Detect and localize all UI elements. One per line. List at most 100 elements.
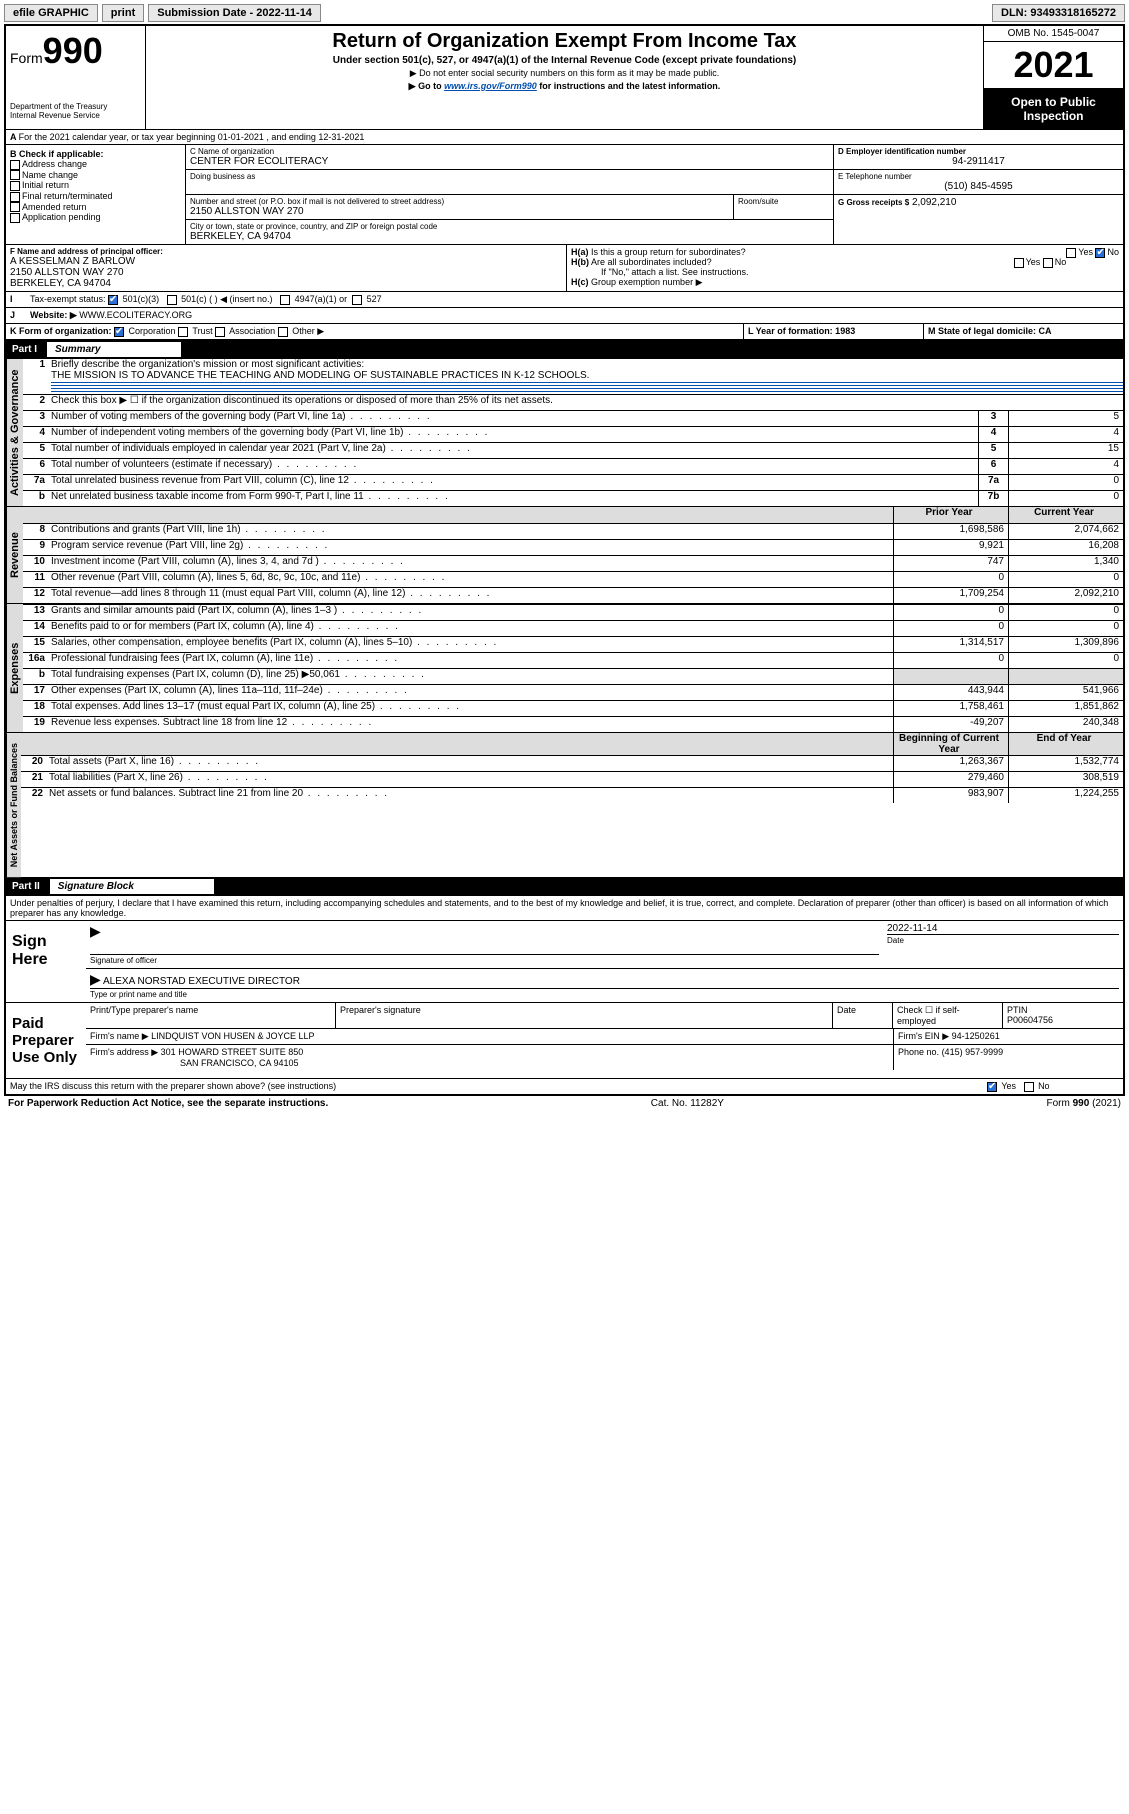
f-label: F Name and address of principal officer:: [10, 247, 562, 256]
l-year: L Year of formation: 1983: [748, 326, 855, 336]
submission-date-button[interactable]: Submission Date - 2022-11-14: [148, 4, 321, 22]
tab-activities-governance: Activities & Governance: [6, 359, 23, 506]
paid-preparer-label: Paid Preparer Use Only: [6, 1003, 86, 1078]
part2-declaration: Under penalties of perjury, I declare th…: [6, 896, 1123, 920]
c-room-label: Room/suite: [738, 197, 829, 206]
col-prior-year: Prior Year: [893, 507, 1008, 523]
table-row: 3Number of voting members of the governi…: [23, 410, 1123, 426]
paid-preparer-block: Paid Preparer Use Only Print/Type prepar…: [6, 1002, 1123, 1078]
line-j: J Website: ▶ WWW.ECOLITERACY.ORG: [6, 308, 1123, 324]
rev-header-row: Revenue Prior Year Current Year 8Contrib…: [6, 506, 1123, 603]
dept-treasury: Department of the Treasury: [10, 102, 141, 111]
irs-link[interactable]: www.irs.gov/Form990: [444, 81, 537, 91]
table-row: 10Investment income (Part VIII, column (…: [23, 555, 1123, 571]
c-addr: 2150 ALLSTON WAY 270: [190, 206, 729, 217]
col-current-year: Current Year: [1008, 507, 1123, 523]
g-gross-val: 2,092,210: [912, 197, 957, 208]
c-city-label: City or town, state or province, country…: [190, 222, 829, 231]
type-name-label: Type or print name and title: [90, 990, 187, 999]
firm-addr1: 301 HOWARD STREET SUITE 850: [161, 1047, 304, 1057]
b-amended[interactable]: Amended return: [10, 202, 181, 213]
sign-here-label: Sign Here: [6, 921, 86, 1002]
table-row: 19Revenue less expenses. Subtract line 1…: [23, 716, 1123, 732]
table-row: 11Other revenue (Part VIII, column (A), …: [23, 571, 1123, 587]
c-dba-label: Doing business as: [190, 172, 829, 181]
footer-pra: For Paperwork Reduction Act Notice, see …: [8, 1098, 328, 1109]
line-i: I Tax-exempt status: 501(c)(3) 501(c) ( …: [6, 292, 1123, 308]
table-row: bTotal fundraising expenses (Part IX, co…: [23, 668, 1123, 684]
sign-here-block: Sign Here ▶ Signature of officer 2022-11…: [6, 920, 1123, 1002]
tax-year: 2021: [984, 42, 1123, 89]
may-irs-row: May the IRS discuss this return with the…: [6, 1078, 1123, 1094]
table-row: 6Total number of volunteers (estimate if…: [23, 458, 1123, 474]
sig-officer-label: Signature of officer: [90, 956, 157, 965]
table-row: 12Total revenue—add lines 8 through 11 (…: [23, 587, 1123, 603]
b-name-change[interactable]: Name change: [10, 170, 181, 181]
i-501c3-check[interactable]: [108, 295, 118, 305]
h-a: H(a) Is this a group return for subordin…: [571, 247, 1119, 257]
table-row: 14Benefits paid to or for members (Part …: [23, 620, 1123, 636]
efile-button[interactable]: efile GRAPHIC: [4, 4, 98, 22]
c-org-name: CENTER FOR ECOLITERACY: [190, 156, 829, 167]
table-row: 7aTotal unrelated business revenue from …: [23, 474, 1123, 490]
open-to-public: Open to Public Inspection: [984, 89, 1123, 129]
footer-form: Form 990 (2021): [1047, 1098, 1121, 1109]
q2-checkbox-line: Check this box ▶ ☐ if the organization d…: [49, 395, 1123, 410]
tab-revenue: Revenue: [6, 507, 23, 603]
prep-self-emp[interactable]: Check ☐ if self-employed: [893, 1003, 1003, 1028]
line-a-tax-year: A For the 2021 calendar year, or tax yea…: [6, 130, 1123, 145]
table-row: 15Salaries, other compensation, employee…: [23, 636, 1123, 652]
table-row: 16aProfessional fundraising fees (Part I…: [23, 652, 1123, 668]
part1-body: Activities & Governance 1 Briefly descri…: [6, 359, 1123, 506]
c-addr-label: Number and street (or P.O. box if mail i…: [190, 197, 729, 206]
b-address-change[interactable]: Address change: [10, 159, 181, 170]
prep-sig-label: Preparer's signature: [336, 1003, 833, 1028]
f-line3: BERKELEY, CA 94704: [10, 278, 562, 289]
section-fh: F Name and address of principal officer:…: [6, 245, 1123, 292]
omb-number: OMB No. 1545-0047: [984, 26, 1123, 42]
table-row: 18Total expenses. Add lines 13–17 (must …: [23, 700, 1123, 716]
section-bcdeg: B Check if applicable: Address change Na…: [6, 145, 1123, 245]
c-city: BERKELEY, CA 94704: [190, 231, 829, 242]
b-app-pending[interactable]: Application pending: [10, 212, 181, 223]
b-final-return[interactable]: Final return/terminated: [10, 191, 181, 202]
h-b-note: If "No," attach a list. See instructions…: [571, 267, 1119, 277]
e-phone: (510) 845-4595: [838, 181, 1119, 192]
firm-addr2: SAN FRANCISCO, CA 94105: [90, 1058, 299, 1068]
page-footer: For Paperwork Reduction Act Notice, see …: [4, 1096, 1125, 1111]
tab-expenses: Expenses: [6, 604, 23, 732]
d-ein: 94-2911417: [838, 156, 1119, 167]
table-row: 17Other expenses (Part IX, column (A), l…: [23, 684, 1123, 700]
ptin-val: P00604756: [1007, 1015, 1053, 1025]
print-button[interactable]: print: [102, 4, 144, 22]
prep-date-label: Date: [833, 1003, 893, 1028]
part2-bar: Part II Signature Block: [6, 877, 1123, 896]
may-irs-no[interactable]: [1024, 1082, 1034, 1092]
h-c: H(c) Group exemption number ▶: [571, 277, 1119, 288]
col-beginning: Beginning of Current Year: [893, 733, 1008, 755]
c-name-label: C Name of organization: [190, 147, 829, 156]
firm-ein: 94-1250261: [952, 1031, 1000, 1041]
form-number: Form990: [10, 30, 141, 72]
h-b: H(b) Are all subordinates included? Yes …: [571, 257, 1119, 267]
table-row: bNet unrelated business taxable income f…: [23, 490, 1123, 506]
irs-label: Internal Revenue Service: [10, 111, 141, 120]
table-row: 9Program service revenue (Part VIII, lin…: [23, 539, 1123, 555]
sig-date-val: 2022-11-14: [887, 923, 1119, 934]
firm-phone: (415) 957-9999: [942, 1047, 1004, 1057]
q1-label: Briefly describe the organization's miss…: [51, 359, 364, 370]
tab-net-assets: Net Assets or Fund Balances: [6, 733, 21, 877]
table-row: 4Number of independent voting members of…: [23, 426, 1123, 442]
exp-block: Expenses 13Grants and similar amounts pa…: [6, 603, 1123, 732]
m-domicile: M State of legal domicile: CA: [928, 326, 1052, 336]
may-irs-yes[interactable]: [987, 1082, 997, 1092]
dln-button[interactable]: DLN: 93493318165272: [992, 4, 1125, 22]
f-line2: 2150 ALLSTON WAY 270: [10, 267, 562, 278]
table-row: 5Total number of individuals employed in…: [23, 442, 1123, 458]
b-initial-return[interactable]: Initial return: [10, 180, 181, 191]
col-end: End of Year: [1008, 733, 1123, 755]
prep-name-label: Print/Type preparer's name: [86, 1003, 336, 1028]
f-line1: A KESSELMAN Z BARLOW: [10, 256, 562, 267]
officer-name: ALEXA NORSTAD EXECUTIVE DIRECTOR: [103, 976, 300, 987]
form-990-page: Form990 Department of the Treasury Inter…: [4, 24, 1125, 1096]
